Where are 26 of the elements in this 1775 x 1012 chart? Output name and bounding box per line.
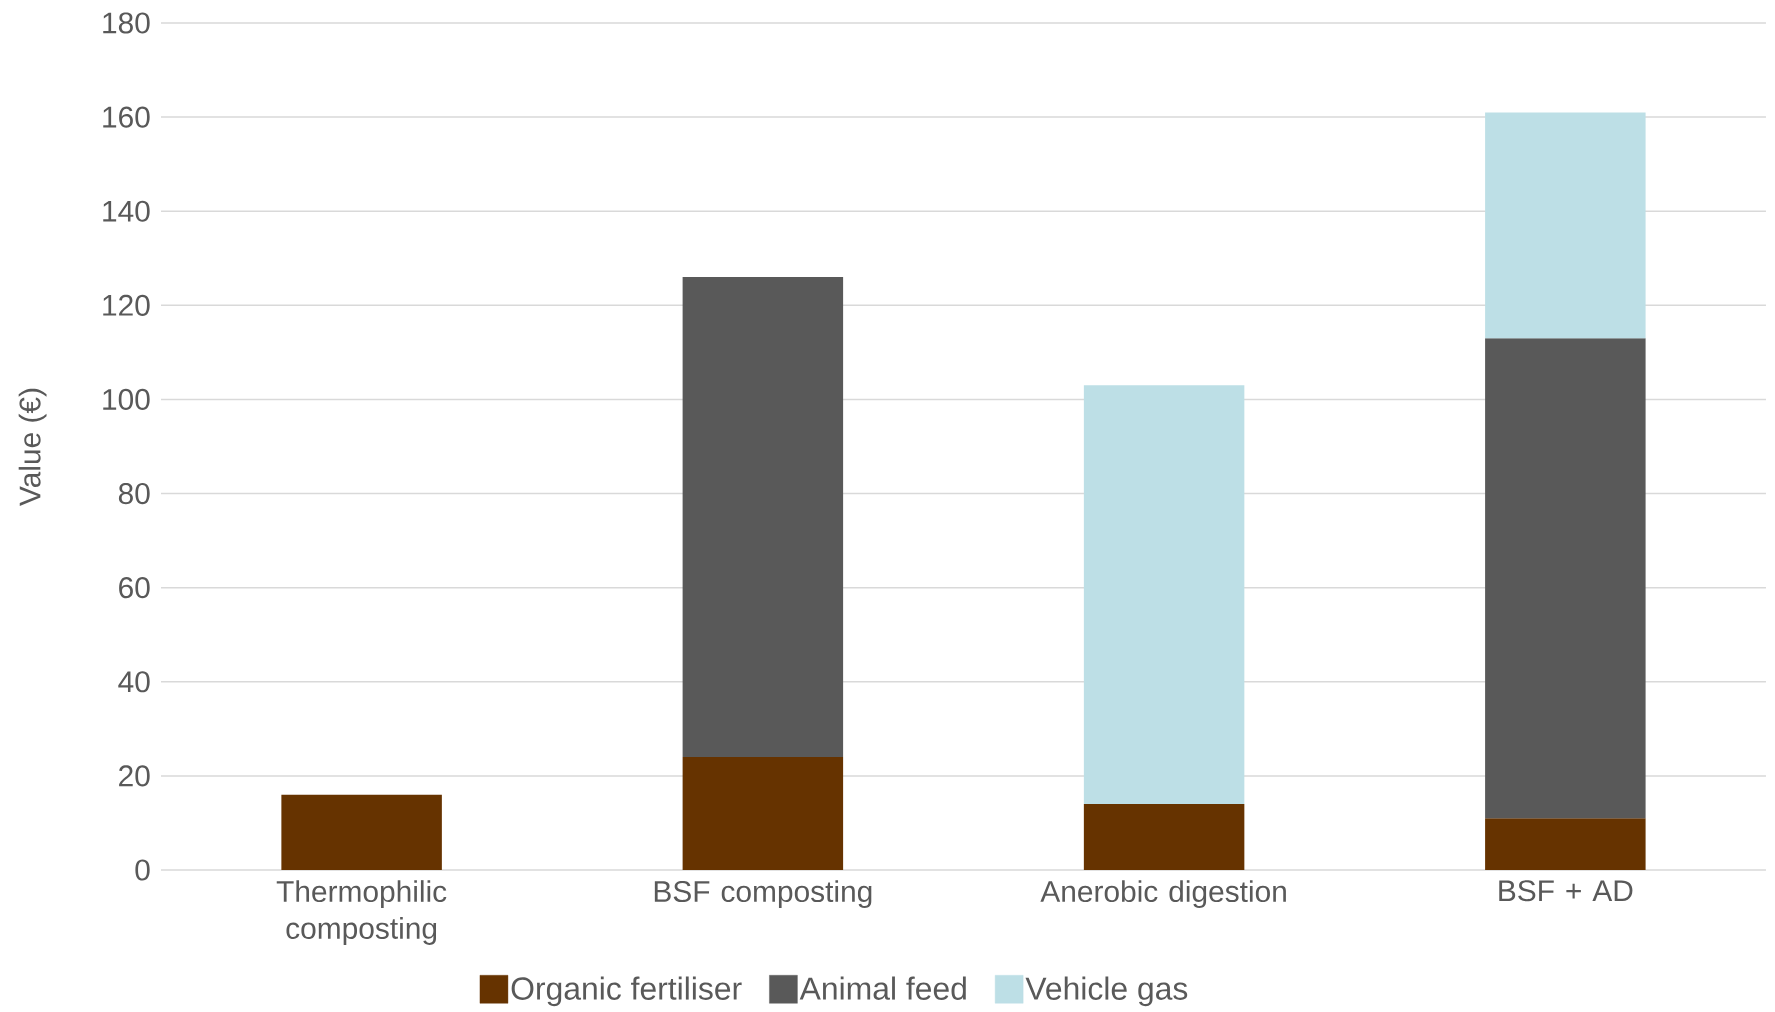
x-tick-label: Anerobic digestion (1040, 880, 1286, 909)
y-tick-label: 180 (103, 12, 150, 34)
bar (682, 277, 844, 758)
bar (1485, 112, 1646, 339)
bar (682, 757, 844, 870)
y-tick-label: 160 (103, 106, 150, 128)
bar (1083, 804, 1245, 870)
bar (1485, 818, 1646, 870)
legend-label: Vehicle gas (1025, 976, 1188, 1007)
bar (1083, 385, 1245, 805)
y-tick-label: 80 (118, 482, 150, 505)
y-tick-label: 100 (103, 388, 150, 411)
bar (281, 794, 442, 870)
x-tick-label: BSF composting (654, 880, 872, 909)
bar (1485, 338, 1646, 819)
x-tick-label: Thermophilic composting (276, 880, 447, 945)
legend-label: Animal feed (799, 976, 966, 1000)
y-tick-label: 40 (118, 671, 150, 693)
y-tick-label: 120 (103, 294, 150, 316)
y-tick-label: 0 (135, 859, 150, 881)
x-tick-label: BSF + AD (1499, 880, 1633, 902)
y-axis-title: Value (€) (18, 388, 47, 506)
y-tick-label: 20 (119, 765, 150, 787)
legend-label: Organic fertiliser (511, 976, 742, 1007)
y-tick-label: 140 (103, 200, 150, 222)
y-tick-label: 60 (119, 577, 150, 599)
